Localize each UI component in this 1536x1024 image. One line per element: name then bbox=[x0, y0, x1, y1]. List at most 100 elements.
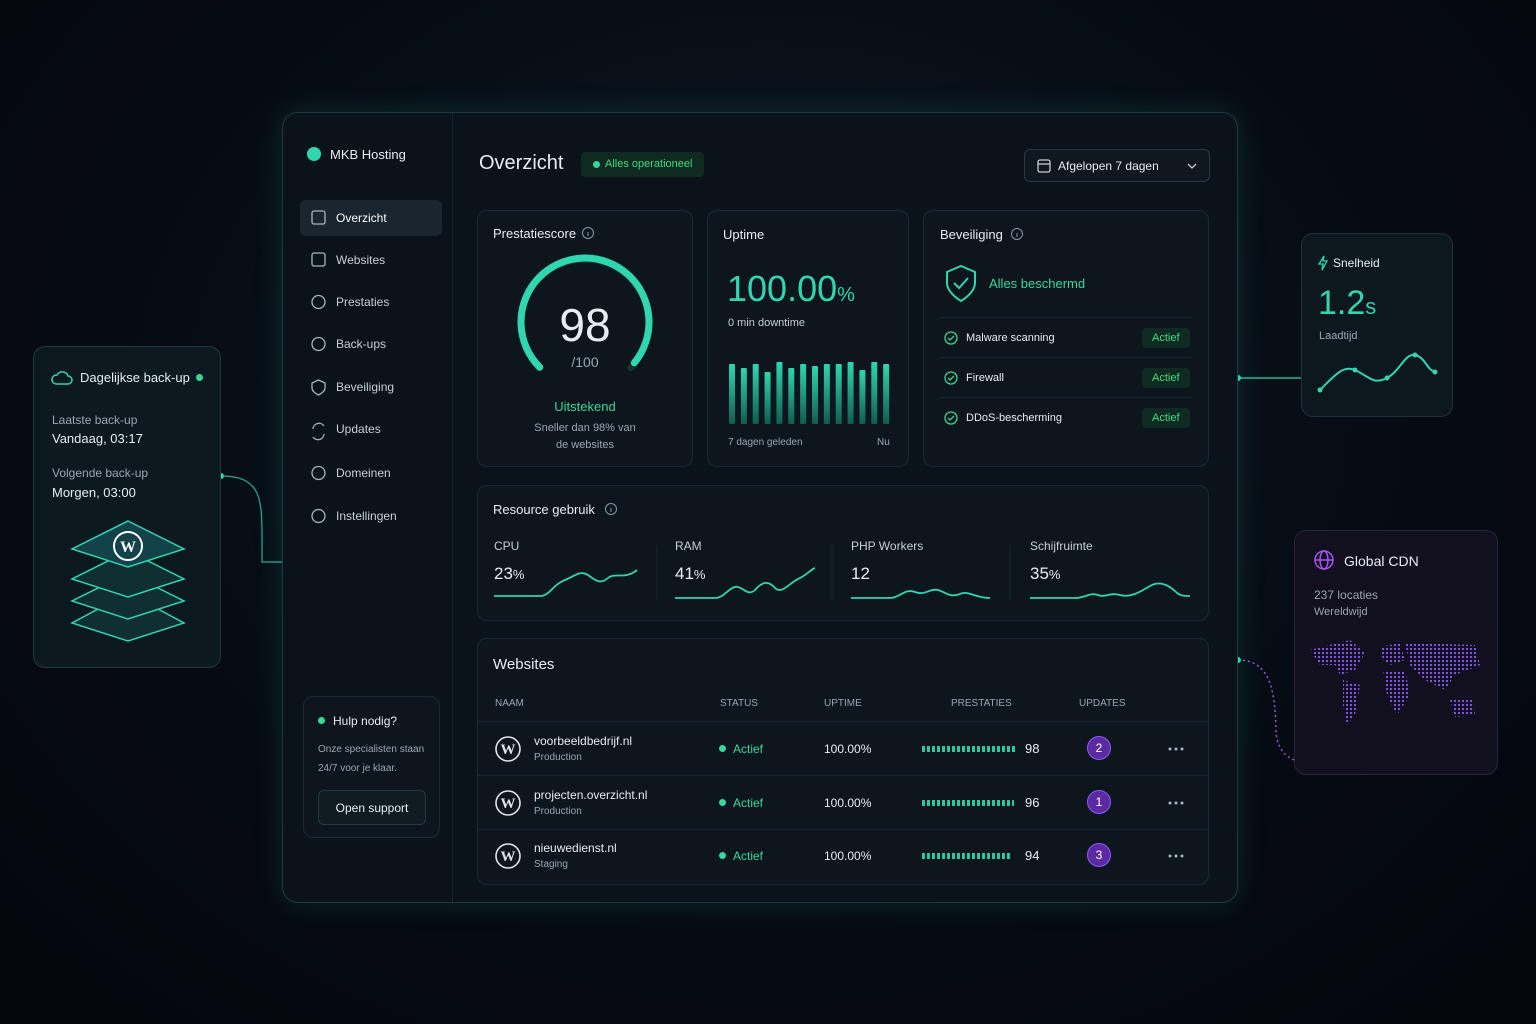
site-name[interactable]: projecten.overzicht.nl bbox=[534, 788, 648, 802]
speed-number: 1.2 bbox=[1318, 284, 1366, 322]
date-range-label[interactable]: Afgelopen 7 dagen bbox=[1058, 159, 1159, 173]
speed-title: Snelheid bbox=[1333, 256, 1380, 270]
help-title: Hulp nodig? bbox=[333, 714, 398, 728]
brand-logo bbox=[307, 147, 321, 161]
page-title: Overzicht bbox=[479, 152, 564, 174]
security-item: DDoS-bescherming bbox=[966, 412, 1062, 424]
resources-card bbox=[477, 485, 1209, 621]
svg-text:W: W bbox=[120, 539, 136, 556]
nav-item[interactable]: Updates bbox=[336, 422, 381, 436]
value: 23 bbox=[494, 564, 513, 583]
chart-end: Nu bbox=[877, 437, 890, 448]
performance-title: Prestatiescore bbox=[493, 226, 577, 241]
site-name[interactable]: nieuwedienst.nl bbox=[534, 841, 617, 855]
security-title: Beveiliging bbox=[940, 227, 1003, 242]
uptime-value: 100.00% bbox=[727, 268, 855, 310]
uptime-bar bbox=[776, 362, 783, 424]
updates-badge[interactable]: 2 bbox=[1087, 736, 1111, 760]
select-icons bbox=[1037, 159, 1197, 173]
date-range-select[interactable] bbox=[1024, 149, 1210, 182]
security-status: Alles beschermd bbox=[989, 276, 1086, 291]
status-dot bbox=[196, 374, 203, 381]
help-text: Onze specialisten staan 24/7 voor je kla… bbox=[318, 744, 425, 774]
cdn-scope: Wereldwijd bbox=[1314, 606, 1368, 618]
divider bbox=[940, 397, 1192, 398]
nav-item[interactable]: Domeinen bbox=[336, 466, 391, 480]
nav-item[interactable]: Overzicht bbox=[336, 211, 387, 225]
info-icon bbox=[582, 227, 594, 239]
divider bbox=[940, 317, 1192, 318]
resource-value: 35% bbox=[1030, 564, 1060, 584]
nav-item[interactable]: Prestaties bbox=[336, 295, 390, 309]
uptime-bar bbox=[752, 364, 759, 424]
site-env: Production bbox=[534, 806, 582, 817]
security-item: Firewall bbox=[966, 372, 1004, 384]
security-item: Malware scanning bbox=[966, 332, 1055, 344]
websites-card bbox=[477, 638, 1209, 885]
performance-bar bbox=[922, 800, 1015, 806]
cdn-locations: 237 locaties bbox=[1314, 588, 1379, 602]
uptime-bar bbox=[729, 364, 735, 424]
status-badge: Actief bbox=[1142, 328, 1190, 348]
column-header: STATUS bbox=[720, 698, 758, 709]
column-header: UPDATES bbox=[1079, 698, 1126, 709]
unit: % bbox=[693, 567, 706, 582]
resource-name: CPU bbox=[494, 539, 520, 553]
score-note: Sneller dan 98% van de websites bbox=[534, 422, 636, 451]
value: 41 bbox=[675, 564, 694, 583]
uptime-chart bbox=[729, 362, 890, 424]
svg-text:W: W bbox=[501, 796, 516, 812]
updates-badge[interactable]: 3 bbox=[1087, 843, 1111, 867]
resource-value: 12 bbox=[851, 564, 870, 583]
score-arc bbox=[517, 254, 653, 371]
column-header: NAAM bbox=[495, 698, 524, 709]
score-max: /100 bbox=[571, 354, 599, 370]
resource-sparklines bbox=[494, 545, 1191, 600]
uptime-bar bbox=[740, 368, 747, 424]
chart-start: 7 dagen geleden bbox=[728, 437, 803, 448]
site-uptime: 100.00% bbox=[824, 742, 872, 756]
score-value: 98 bbox=[559, 299, 611, 351]
server-stack-icon: W bbox=[70, 520, 186, 642]
nav-item[interactable]: Beveiliging bbox=[336, 380, 395, 394]
site-env: Production bbox=[534, 752, 582, 763]
nav-item[interactable]: Websites bbox=[336, 253, 386, 267]
bolt-icon bbox=[1317, 255, 1329, 271]
sidebar-divider bbox=[452, 113, 453, 902]
uptime-bar bbox=[800, 364, 807, 424]
status-dot bbox=[719, 852, 726, 859]
status-badge: Actief bbox=[1142, 368, 1190, 388]
uptime-number: 100.00 bbox=[727, 268, 838, 309]
resource-value: 41% bbox=[675, 564, 705, 584]
nav-item[interactable]: Back-ups bbox=[336, 337, 387, 351]
site-env: Staging bbox=[534, 859, 568, 870]
info-icon bbox=[1011, 228, 1023, 240]
uptime-bar bbox=[883, 364, 890, 424]
uptime-bar bbox=[859, 370, 866, 424]
performance-bar bbox=[922, 853, 1013, 859]
site-name[interactable]: voorbeeldbedrijf.nl bbox=[534, 734, 633, 748]
last-label: Laatste back-up bbox=[52, 413, 138, 427]
site-status: Actief bbox=[733, 849, 764, 863]
performance-value: 94 bbox=[1025, 848, 1040, 863]
nav-item[interactable]: Instellingen bbox=[336, 509, 397, 523]
divider bbox=[940, 357, 1192, 358]
uptime-unit: % bbox=[837, 284, 855, 306]
uptime-bar bbox=[812, 366, 818, 424]
performance-value: 96 bbox=[1025, 795, 1040, 810]
next-value: Morgen, 03:00 bbox=[52, 485, 136, 500]
row-divider bbox=[478, 721, 1208, 722]
resource-name: RAM bbox=[675, 539, 702, 553]
support-button[interactable]: Open support bbox=[318, 790, 426, 825]
site-uptime: 100.00% bbox=[824, 796, 872, 810]
cloud-icon bbox=[51, 371, 73, 385]
brand-name: MKB Hosting bbox=[330, 147, 406, 162]
row-divider bbox=[478, 829, 1208, 830]
column-header: UPTIME bbox=[824, 698, 862, 709]
updates-badge[interactable]: 1 bbox=[1087, 790, 1111, 814]
info-icon bbox=[605, 503, 617, 515]
uptime-bar bbox=[835, 364, 842, 424]
status-dot bbox=[593, 161, 600, 168]
